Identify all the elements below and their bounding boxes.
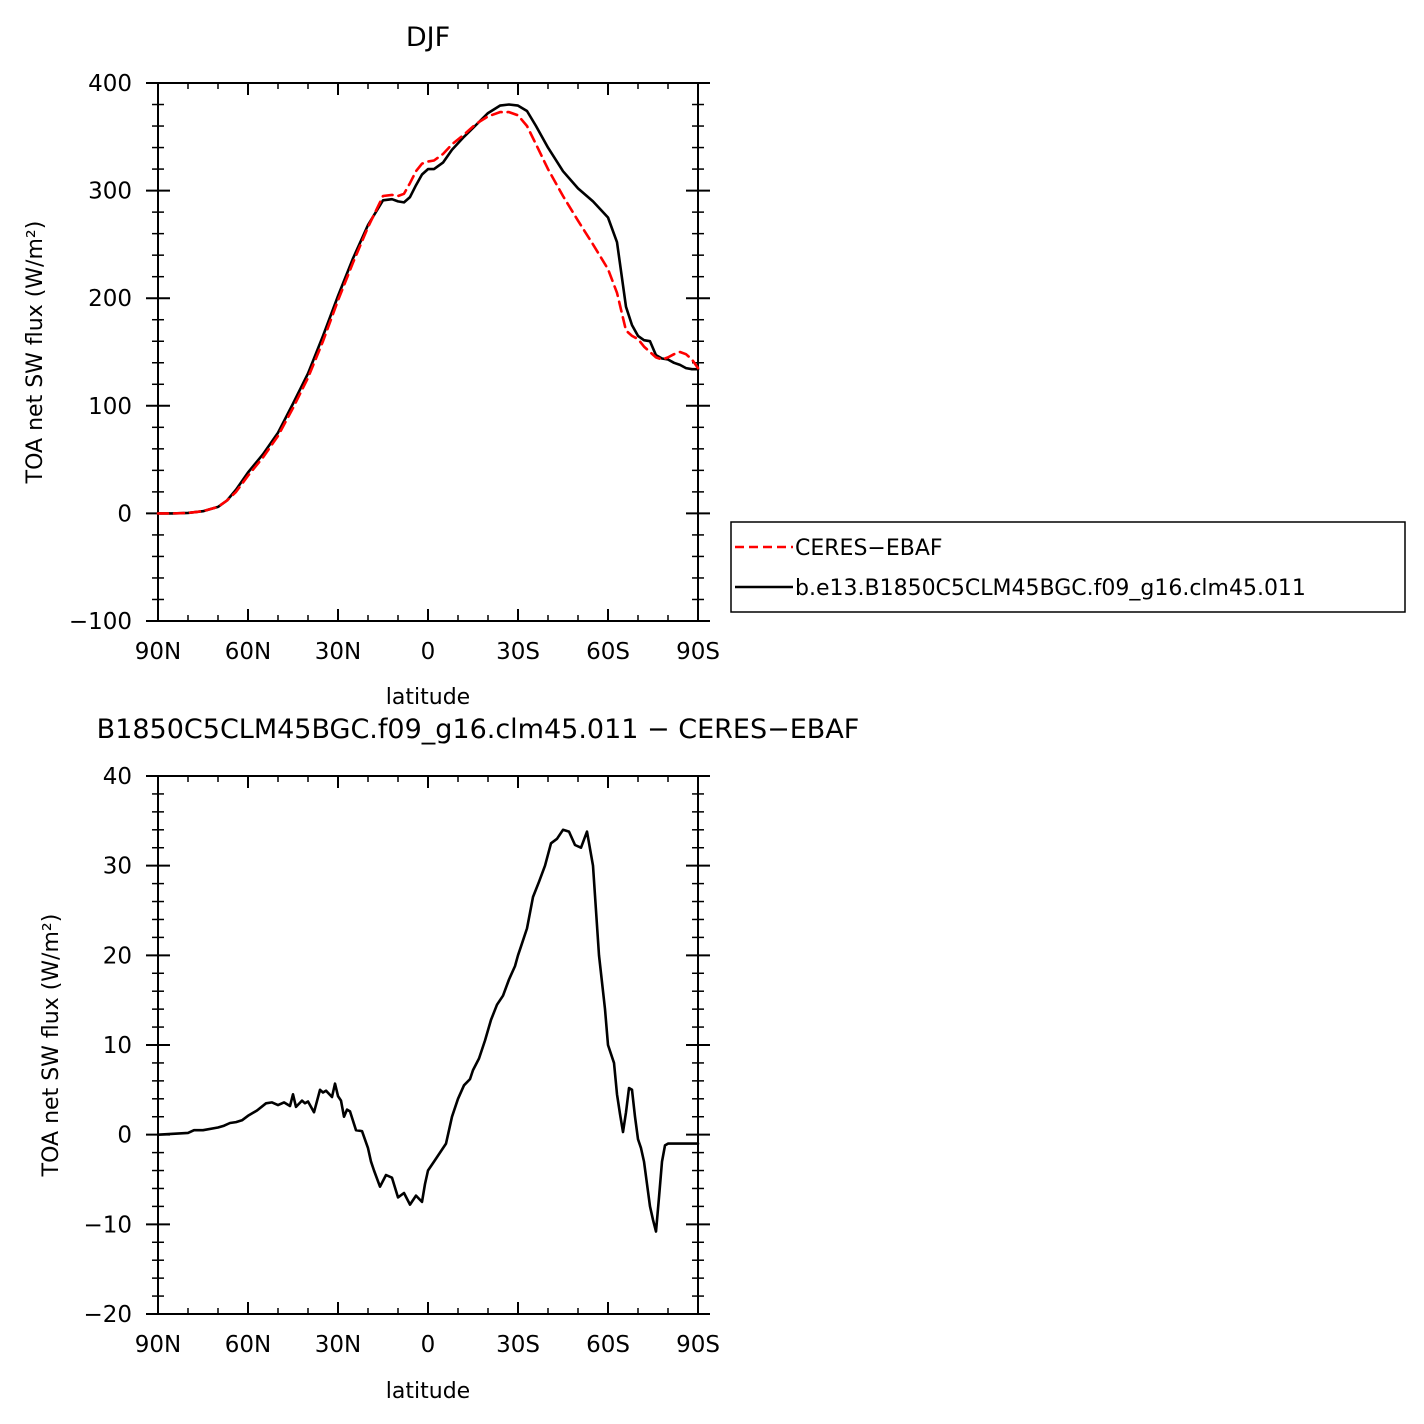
- x-tick-label: 30S: [496, 1332, 540, 1358]
- y-tick-labels: −20 −10 0 10 20 30 40: [83, 764, 132, 1328]
- y-tick-label: 300: [88, 179, 132, 205]
- y-tick-label: −10: [83, 1212, 132, 1238]
- x-tick-label: 30S: [496, 639, 540, 665]
- y-axis-label: TOA net SW flux (W/m²): [39, 914, 64, 1178]
- x-tick-label: 90N: [135, 1332, 181, 1358]
- x-tick-label: 0: [421, 1332, 436, 1358]
- x-axis-label: latitude: [386, 1379, 470, 1404]
- difference-chart-title: B1850C5CLM45BGC.f09_g16.clm45.011 − CERE…: [97, 714, 860, 745]
- legend-label-ceres: CERES−EBAF: [795, 536, 943, 561]
- y-tick-label: 100: [88, 394, 132, 420]
- y-tick-labels: −100 0 100 200 300 400: [69, 71, 132, 635]
- legend-label-model: b.e13.B1850C5CLM45BGC.f09_g16.clm45.011: [795, 576, 1306, 601]
- x-tick-label: 60N: [225, 1332, 271, 1358]
- legend: CERES−EBAF b.e13.B1850C5CLM45BGC.f09_g16…: [730, 521, 1406, 613]
- y-tick-label: 0: [117, 501, 132, 527]
- x-tick-label: 90N: [135, 639, 181, 665]
- bottom-chart-panel: B1850C5CLM45BGC.f09_g16.clm45.011 − CERE…: [39, 714, 859, 1404]
- axis-ticks: [146, 82, 710, 622]
- x-tick-label: 60N: [225, 639, 271, 665]
- series-lines: [156, 103, 700, 515]
- axis-ticks: [146, 775, 710, 1315]
- y-tick-label: 200: [88, 286, 132, 312]
- x-tick-label: 0: [421, 639, 436, 665]
- series-lines: [156, 828, 700, 1233]
- x-tick-label: 60S: [586, 1332, 630, 1358]
- plot-frame: [157, 82, 699, 622]
- x-tick-label: 30N: [315, 1332, 361, 1358]
- y-axis-label: TOA net SW flux (W/m²): [23, 221, 48, 485]
- series-line-solid: [156, 103, 700, 515]
- top-chart-panel: DJF 90N 60N 30N 0 30S 60S 90S −100 0 100 200 300 40…: [23, 22, 1406, 710]
- y-tick-label: 20: [103, 943, 132, 969]
- y-tick-label: 30: [103, 854, 132, 880]
- x-axis-label: latitude: [386, 685, 470, 710]
- x-tick-labels: 90N 60N 30N 0 30S 60S 90S: [135, 639, 720, 665]
- x-tick-label: 90S: [676, 639, 720, 665]
- y-tick-label: 400: [88, 71, 132, 97]
- x-tick-label: 30N: [315, 639, 361, 665]
- y-tick-label: −20: [83, 1302, 132, 1328]
- y-tick-label: −100: [69, 609, 132, 635]
- series-line-dashed: [156, 110, 700, 515]
- series-line-solid: [156, 828, 700, 1233]
- legend-box: [730, 521, 1406, 613]
- chart-title: DJF: [406, 22, 450, 53]
- y-tick-label: 10: [103, 1033, 132, 1059]
- plot-frame: [157, 775, 699, 1315]
- x-tick-labels: 90N 60N 30N 0 30S 60S 90S: [135, 1332, 720, 1358]
- y-tick-label: 40: [103, 764, 132, 790]
- x-tick-label: 90S: [676, 1332, 720, 1358]
- x-tick-label: 60S: [586, 639, 630, 665]
- y-tick-label: 0: [117, 1123, 132, 1149]
